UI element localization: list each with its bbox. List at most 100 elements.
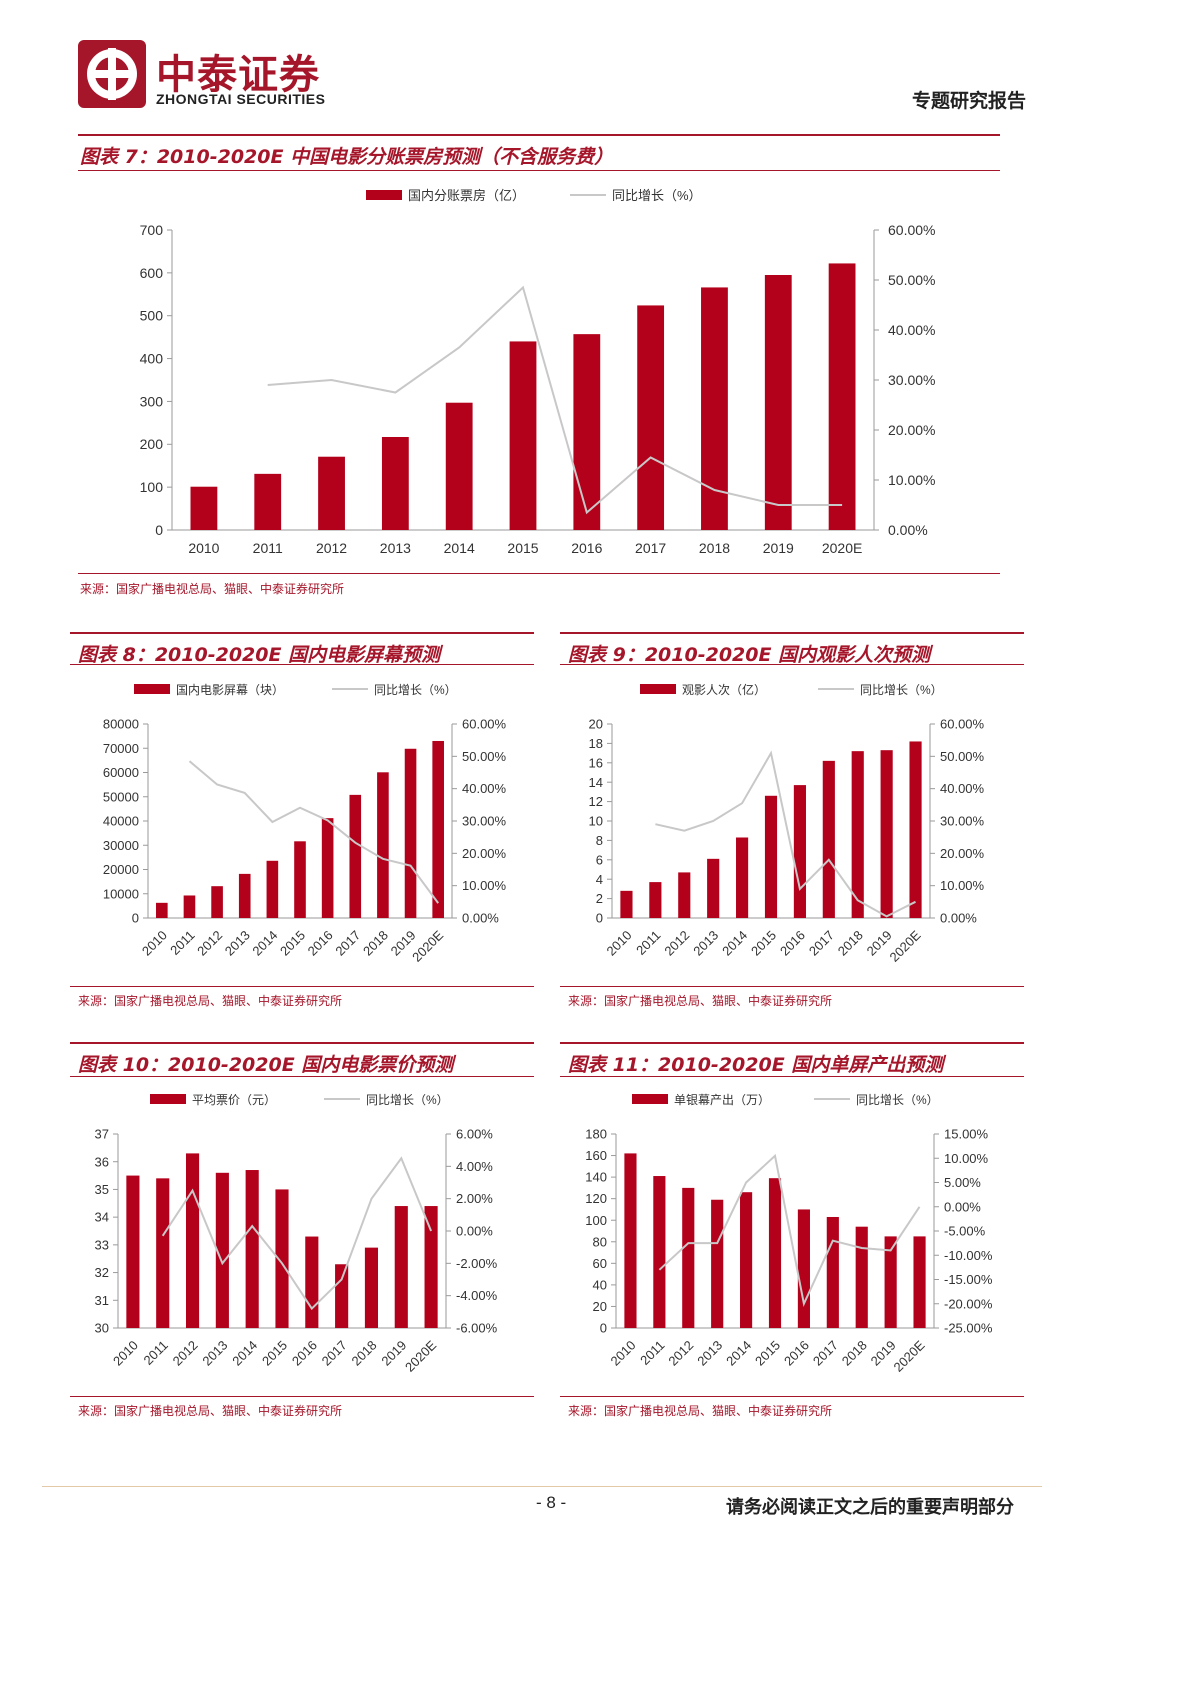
x-axis-tick-label: 2011: [637, 1338, 667, 1368]
x-axis-tick-label: 2016: [777, 928, 808, 959]
x-axis-tick-label: 2012: [194, 928, 225, 959]
growth-rate-line: [161, 1156, 433, 1311]
bar-2011: [156, 1178, 170, 1328]
footer-divider: [42, 1486, 1042, 1487]
company-logo: [78, 40, 146, 108]
left-axis-tick-label: 0: [132, 911, 139, 926]
left-axis-tick-label: 40000: [103, 814, 139, 829]
x-axis-tick-label: 2017: [810, 1338, 841, 1369]
x-axis-tick-label: 2010: [139, 928, 170, 959]
left-axis-tick-label: 40: [593, 1277, 607, 1292]
figure-9-title-rule: [560, 664, 1024, 665]
bar-2011: [653, 1176, 666, 1328]
bar-2016: [797, 1209, 810, 1328]
figure-10-title: 图表 10：2010-2020E 国内电影票价预测: [78, 1054, 454, 1076]
left-axis-tick-label: 18: [589, 736, 603, 751]
bar-2017: [349, 794, 362, 918]
x-axis-tick-label: 2017: [806, 928, 837, 959]
figure-8-top-rule: [70, 632, 534, 634]
figure-10-chart: 30 31 32 33 34 35 36 37 -6.00% -4.00% -2.00% 0.00% 2…: [95, 1093, 498, 1375]
x-axis-tick-label: 2010: [604, 928, 635, 959]
x-axis-tick-label: 2010: [110, 1338, 141, 1369]
legend-bar-swatch: [640, 684, 676, 694]
x-axis-tick-label: 2015: [752, 1338, 783, 1369]
bar-2015: [509, 341, 537, 530]
right-axis-tick-label: 0.00%: [944, 1199, 981, 1214]
figure-10-source: 来源：国家广播电视总局、猫眼、中泰证券研究所: [78, 1404, 343, 1418]
figure-8-title: 图表 8：2010-2020E 国内电影屏幕预测: [78, 644, 441, 666]
header-divider: [78, 134, 1000, 136]
right-axis-tick-label: 20.00%: [940, 846, 985, 861]
x-axis-tick-label: 2018: [699, 540, 730, 556]
left-axis-tick-label: 30000: [103, 838, 139, 853]
left-axis-tick-label: 200: [140, 436, 164, 452]
bar-2012: [185, 1153, 200, 1328]
x-axis-tick-label: 2011: [633, 928, 663, 958]
left-axis-tick-label: 100: [585, 1213, 607, 1228]
x-axis-tick-label: 2016: [571, 540, 602, 556]
bar-2018: [855, 1226, 868, 1328]
bar-2010: [156, 902, 168, 918]
bar-2015: [764, 795, 778, 918]
x-axis-tick-label: 2014: [444, 540, 475, 556]
bar-2019: [764, 275, 792, 530]
x-axis-tick-label: 2020E: [822, 540, 862, 556]
x-axis-tick-label: 2015: [507, 540, 538, 556]
bar-2010: [190, 486, 218, 530]
x-axis-tick-label: 2020E: [409, 927, 446, 964]
left-axis-tick-label: 30: [95, 1321, 109, 1336]
bar-2018: [364, 1247, 379, 1328]
left-axis-tick-label: 700: [140, 222, 164, 238]
bar-2011: [649, 882, 662, 918]
right-axis-tick-label: -10.00%: [944, 1248, 993, 1263]
bar-2017: [826, 1216, 839, 1328]
x-axis-tick-label: 2017: [332, 928, 363, 959]
growth-rate-line: [655, 750, 916, 918]
x-axis-tick-label: 2014: [723, 1338, 754, 1369]
figure-11-title-rule: [560, 1076, 1024, 1077]
legend-bar-label: 国内分账票房（亿）: [408, 188, 525, 203]
left-axis-tick-label: 100: [140, 479, 164, 495]
figure-9-source-rule: [560, 986, 1024, 987]
left-axis-tick-label: 35: [95, 1182, 109, 1197]
figure-10-top-rule: [70, 1042, 534, 1044]
x-axis-tick-label: 2014: [249, 928, 280, 959]
x-axis-tick-label: 2019: [763, 540, 794, 556]
right-axis-tick-label: 60.00%: [462, 717, 507, 732]
right-axis-tick-label: -5.00%: [944, 1224, 986, 1239]
figure-11-source: 来源：国家广播电视总局、猫眼、中泰证券研究所: [568, 1404, 833, 1418]
right-axis-tick-label: 4.00%: [456, 1159, 493, 1174]
right-axis-tick-label: 40.00%: [462, 781, 507, 796]
right-axis-tick-label: -25.00%: [944, 1321, 993, 1336]
x-axis-tick-label: 2014: [229, 1338, 260, 1369]
figure-8-source: 来源：国家广播电视总局、猫眼、中泰证券研究所: [78, 994, 343, 1008]
bar-2015: [768, 1178, 782, 1328]
right-axis-tick-label: 0.00%: [456, 1224, 493, 1239]
x-axis-tick-label: 2013: [694, 1338, 725, 1369]
x-axis-tick-label: 2012: [316, 540, 347, 556]
x-axis-tick-label: 2014: [719, 928, 750, 959]
left-axis-tick-label: 400: [140, 350, 164, 366]
left-axis-tick-label: 34: [95, 1210, 109, 1225]
bar-2012: [682, 1187, 695, 1328]
bar-2010: [126, 1175, 140, 1328]
bar-2017: [335, 1264, 349, 1328]
figure-11-chart: 0 20 40 60 80 100 120 140 160 180 -25.00% -20.00% -1…: [585, 1093, 993, 1375]
right-axis-tick-label: 20.00%: [462, 846, 507, 861]
x-axis-tick-label: 2012: [170, 1338, 201, 1369]
figure-9-title: 图表 9：2010-2020E 国内观影人次预测: [568, 644, 931, 666]
figure-8-source-rule: [70, 986, 534, 987]
right-axis-tick-label: 5.00%: [944, 1175, 981, 1190]
left-axis-tick-label: 4: [596, 872, 603, 887]
right-axis-tick-label: 50.00%: [940, 749, 985, 764]
figure-8-title-rule: [70, 664, 534, 665]
bar-2014: [245, 1170, 259, 1328]
x-axis-tick-label: 2010: [188, 540, 219, 556]
figure-10-title-rule: [70, 1076, 534, 1077]
right-axis-tick-label: 30.00%: [462, 814, 507, 829]
bar-2017: [822, 760, 835, 918]
bar-2016: [573, 334, 601, 530]
right-axis-tick-label: 60.00%: [940, 717, 985, 732]
legend-bar-label: 观影人次（亿）: [682, 682, 766, 697]
page-number: - 8 -: [536, 1493, 567, 1512]
